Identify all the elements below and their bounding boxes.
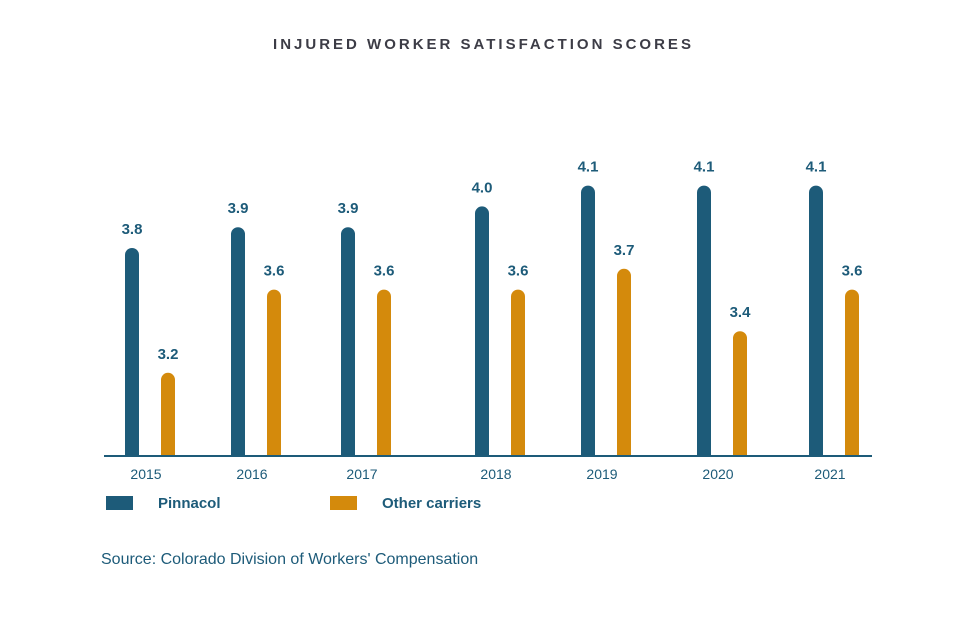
bar-value-label: 3.6 — [264, 263, 285, 280]
other-carriers-bar — [377, 289, 391, 456]
bar-value-label: 3.6 — [374, 263, 395, 280]
bar-value-label: 3.9 — [228, 200, 249, 217]
pinnacol-bar — [581, 185, 595, 456]
chart-title: INJURED WORKER SATISFACTION SCORES — [273, 36, 694, 53]
pinnacol-bar — [475, 206, 489, 456]
bar-value-label: 4.1 — [806, 159, 827, 176]
other-carriers-bar — [845, 289, 859, 456]
bar-value-label: 3.6 — [508, 263, 529, 280]
x-tick-label: 2015 — [130, 466, 161, 482]
legend-label: Other carriers — [382, 495, 481, 512]
legend-label: Pinnacol — [158, 495, 221, 512]
bar-value-label: 4.1 — [578, 159, 599, 176]
pinnacol-bar — [809, 185, 824, 456]
bar-value-label: 3.6 — [842, 263, 863, 280]
source-note: Source: Colorado Division of Workers' Co… — [101, 551, 479, 568]
bar-value-label: 4.0 — [472, 179, 493, 196]
pinnacol-bar — [697, 185, 711, 456]
pinnacol-bar — [341, 227, 355, 456]
other-carriers-bar — [511, 289, 525, 456]
pinnacol-bar — [125, 248, 139, 456]
bar-value-label: 3.4 — [730, 304, 752, 321]
x-tick-label: 2020 — [702, 466, 733, 482]
other-carriers-bar — [617, 268, 631, 456]
bar-value-label: 4.1 — [694, 159, 715, 176]
x-tick-label: 2018 — [480, 466, 511, 482]
pinnacol-bar — [231, 227, 245, 456]
legend-swatch-other-carriers — [330, 496, 357, 510]
x-tick-label: 2017 — [346, 466, 377, 482]
legend-swatch-pinnacol — [106, 496, 133, 510]
bar-value-label: 3.2 — [158, 346, 179, 363]
x-tick-label: 2019 — [586, 466, 617, 482]
x-tick-label: 2016 — [236, 466, 267, 482]
other-carriers-bar — [267, 289, 281, 456]
bar-value-label: 3.7 — [614, 242, 635, 259]
other-carriers-bar — [733, 331, 747, 456]
bar-value-label: 3.9 — [338, 200, 359, 217]
x-tick-label: 2021 — [814, 466, 845, 482]
bar-value-label: 3.8 — [122, 221, 143, 238]
other-carriers-bar — [161, 372, 175, 456]
